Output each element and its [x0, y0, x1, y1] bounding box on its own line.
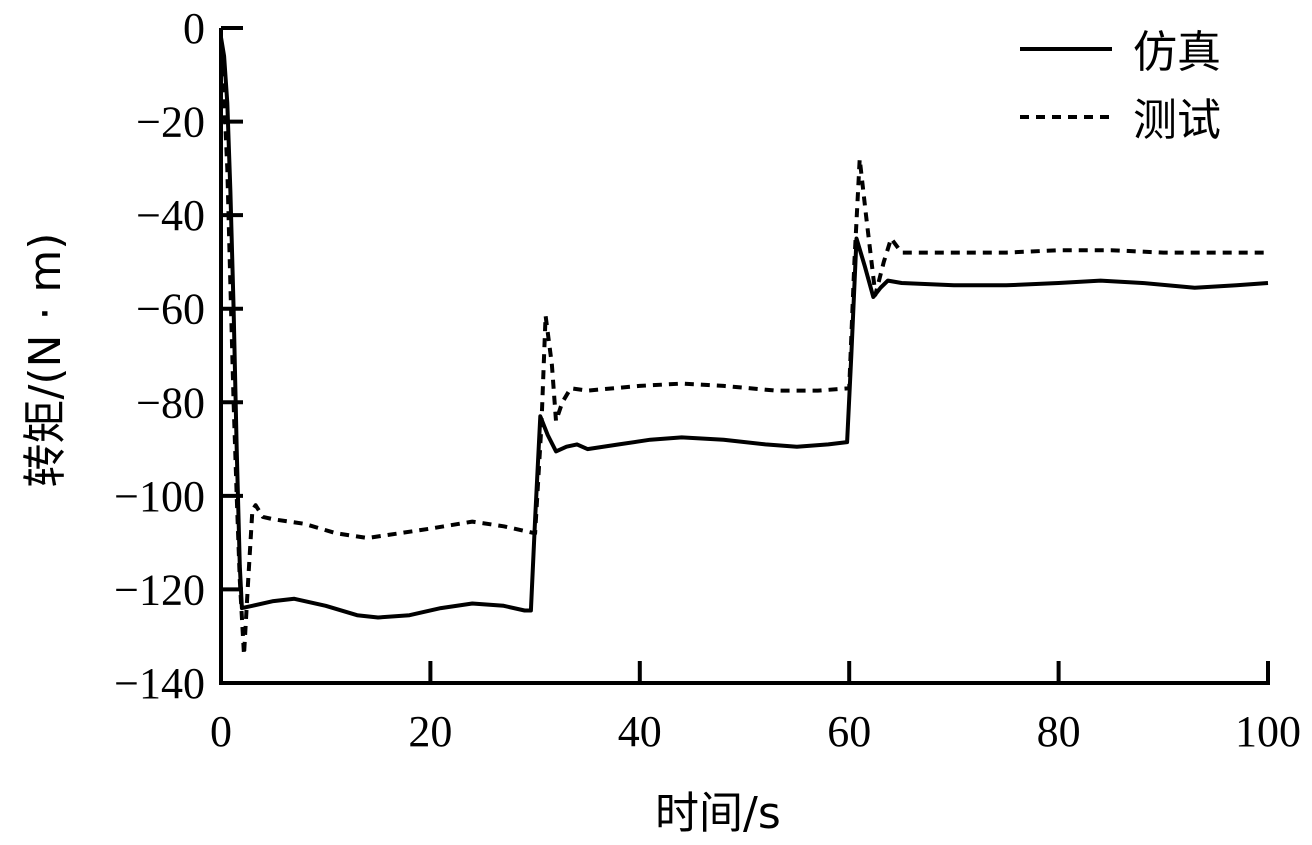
series-simulation-line [219, 37, 1269, 620]
x-tick-label: 100 [1235, 707, 1301, 756]
y-tick-label: 0 [183, 4, 205, 53]
y-axis-title: 转矩/(N · m) [20, 233, 71, 488]
x-tick-label: 80 [1037, 707, 1081, 756]
y-tick-label: −60 [136, 285, 205, 334]
x-tick-label: 40 [618, 707, 662, 756]
legend-label-simulation: 仿真 [1133, 27, 1221, 78]
y-tick-label: −40 [136, 191, 205, 240]
series-test-line [219, 51, 1268, 657]
y-tick-label: −120 [114, 565, 205, 614]
y-tick-label: −140 [114, 659, 205, 708]
y-tick-label: −100 [114, 472, 205, 521]
x-tick-label: 20 [408, 707, 452, 756]
legend: 仿真 测试 [1020, 27, 1221, 146]
x-tick-label: 0 [210, 707, 232, 756]
x-tick-label: 60 [827, 707, 871, 756]
y-tick-label: −80 [136, 378, 205, 427]
x-axis-title: 时间/s [655, 788, 781, 839]
y-tick-label: −20 [136, 98, 205, 147]
data-series [219, 37, 1269, 657]
legend-label-test: 测试 [1133, 95, 1221, 146]
